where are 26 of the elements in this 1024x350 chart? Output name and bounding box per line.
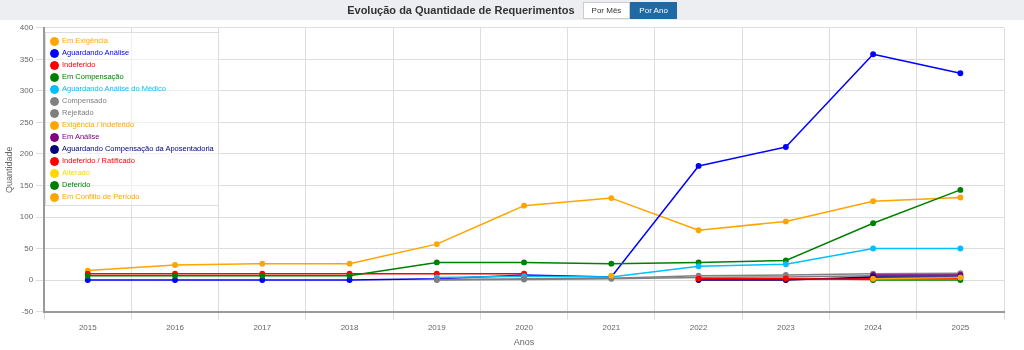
y-tick-label: 0 [28,275,34,285]
y-tick-label: 250 [19,117,34,127]
x-tick-label: 2018 [340,322,359,332]
x-tick-label: 2025 [951,322,970,332]
x-tick-label: 2023 [776,322,796,332]
x-tick-label: 2015 [78,322,98,332]
y-tick-label: 50 [24,243,34,253]
y-axis-title: Quantidade [3,146,14,193]
x-tick-label: 2024 [864,322,883,332]
y-tick-label: 350 [19,54,34,64]
y-tick-label: 150 [19,180,34,190]
text: Por Ano [630,1,677,19]
x-tick-label: 2022 [689,322,709,332]
y-tick-label: -50 [21,306,34,316]
y-tick-label: 400 [19,23,34,32]
y-tick-label: 100 [19,212,34,222]
x-tick-label: 2020 [515,322,534,332]
x-tick-label: 2019 [427,322,447,332]
x-axis-title: Anos [513,337,535,348]
chart-title: Evolução da Quantidade de Requerimentos [347,4,575,16]
x-tick-label: 2017 [253,322,272,332]
text: Por Mês [582,1,631,19]
y-tick-label: 200 [19,149,34,159]
y-tick-label: 300 [19,86,34,96]
x-tick-label: 2016 [166,322,185,332]
x-tick-label: 2021 [602,322,621,332]
